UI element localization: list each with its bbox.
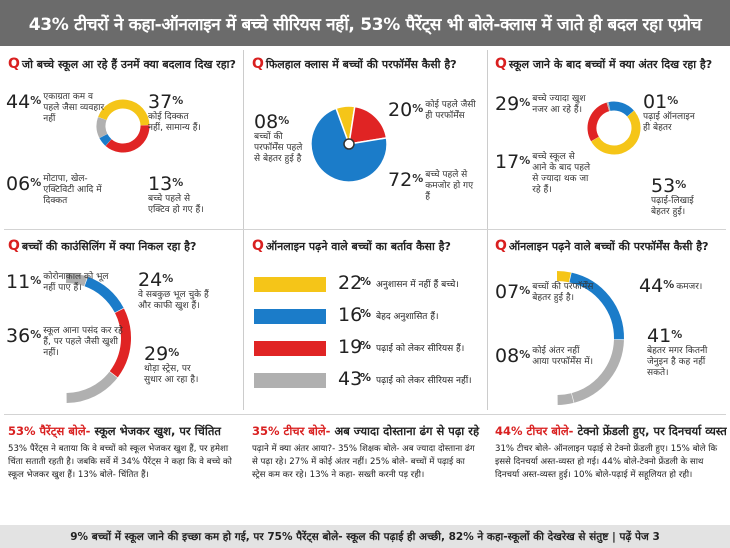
pie-center xyxy=(343,138,355,150)
ring-segment xyxy=(571,339,624,403)
stat-item: 20% कोई पहले जैसी ही परफॉर्मेंस xyxy=(388,99,476,121)
pie-slice xyxy=(348,105,388,145)
stat-item: 08% बच्चों की परफॉर्मेंस पहले से बेहतर हु… xyxy=(254,111,303,164)
ring-segment xyxy=(66,273,88,287)
stat-item: 08% कोई अंतर नहीं आया परफॉर्मेंस में। xyxy=(495,345,594,367)
legend-swatch xyxy=(254,277,326,292)
ring-segment xyxy=(557,393,574,405)
pie-chart xyxy=(310,105,388,183)
donut-chart xyxy=(587,101,641,155)
donut-chart xyxy=(557,271,624,405)
question: Q जो बच्चे स्कूल आ रहे हैं उनमें क्या बदल… xyxy=(8,56,236,72)
stat-item: 37%कोई दिक्कत नहीं, सामान्य हैं। xyxy=(148,91,201,133)
stat-item: 44% एकाग्रता कम व पहले जैसा व्यवहार नहीं xyxy=(6,91,105,124)
stat-item: 29% बच्चे ज्यादा खुश नजर आ रहे हैं। xyxy=(495,93,586,115)
ring-segment xyxy=(591,110,641,155)
stat-item: 41% बेहतर मगर कितनी जेनुइन है कह नहीं सकत… xyxy=(647,325,708,378)
ring-segment xyxy=(109,308,131,378)
stat-item: 36% स्कूल आना पसंद कर रहे हैं, पर पहले जै… xyxy=(6,325,123,358)
panel-school-change: Q जो बच्चे स्कूल आ रहे हैं उनमें क्या बदल… xyxy=(4,52,242,230)
ring-segment xyxy=(569,272,624,340)
ring-segment xyxy=(587,102,610,142)
stat-item: 17% बच्चे स्कूल से आने के बाद पहले से ज्य… xyxy=(495,151,591,195)
question: Q स्कूल जाने के बाद बच्चों में क्या अंतर … xyxy=(495,56,713,72)
panel-online-behaviour: Q ऑनलाइन पढ़ने वाले बच्चों का बर्ताव कैसा… xyxy=(248,234,486,412)
ring-segment xyxy=(608,101,634,117)
story-heading: 53% पैरेंट्स बोले- स्कूल भेजकर खुश, पर च… xyxy=(8,424,221,438)
stat-item: 24%वे सबकुछ भूल चुके हैं और काफी खुश हैं… xyxy=(138,269,209,311)
stat-item: 06% मोटापा, खेल-एक्टिविटी आदि में दिक्कत xyxy=(6,173,102,206)
panel-online-performance: Q ऑनलाइन पढ़ने वाले बच्चों की परफॉर्मेंस … xyxy=(491,234,729,412)
divider xyxy=(4,414,726,415)
question: Q ऑनलाइन पढ़ने वाले बच्चों की परफॉर्मेंस … xyxy=(495,238,709,254)
panel-class-performance: Q फिलहाल क्लास में बच्चों की परफॉर्मेंस क… xyxy=(248,52,486,230)
story-body: 31% टीचर बोले- ऑनलाइन पढ़ाई से टेक्नो फ्… xyxy=(495,444,718,480)
question: Q फिलहाल क्लास में बच्चों की परफॉर्मेंस क… xyxy=(252,56,457,72)
question: Q ऑनलाइन पढ़ने वाले बच्चों का बर्ताव कैसा… xyxy=(252,238,451,254)
parents-story: 53% पैरेंट्स बोले- स्कूल भेजकर खुश, पर च… xyxy=(4,420,240,520)
story-body: 53% पैरेंट्स ने बताया कि वे बच्चों को स्… xyxy=(8,444,232,480)
legend-swatch xyxy=(254,341,326,356)
story-body: पढ़ाने में क्या अंतर आया?- 35% शिक्षक बो… xyxy=(252,444,475,480)
legend-row: 43% पढ़ाई को लेकर सीरियस नहीं। xyxy=(254,368,482,394)
panel-counselling: Q बच्चों की काउंसिलिंग में क्या निकल रहा … xyxy=(4,234,242,412)
story-heading: 44% टीचर बोले- टेक्नो फ्रेंडली हुए, पर द… xyxy=(495,424,727,438)
teachers-friendly-story: 35% टीचर बोले- अब ज्यादा दोस्ताना ढंग से… xyxy=(248,420,484,520)
teachers-techno-story: 44% टीचर बोले- टेक्नो फ्रेंडली हुए, पर द… xyxy=(491,420,727,520)
story-heading: 35% टीचर बोले- अब ज्यादा दोस्ताना ढंग से… xyxy=(252,424,480,438)
stat-item: 72% बच्चे पहले से कमजोर हो गए हैं xyxy=(388,169,474,202)
ring-segment xyxy=(84,276,124,313)
legend-row: 22% अनुशासन में नहीं हैं बच्चे। xyxy=(254,272,482,298)
ring-segment xyxy=(99,133,112,146)
ring-segment xyxy=(98,99,150,126)
donut-chart xyxy=(96,99,150,153)
stat-item: 44% कमजर। xyxy=(639,275,703,297)
stat-item: 13%बच्चे पहले से एक्टिव हो गए हैं। xyxy=(148,173,204,215)
divider xyxy=(243,50,244,410)
stat-item: 29%थोड़ा स्ट्रेस, पर सुधार आ रहा है। xyxy=(144,343,199,385)
ring-segment xyxy=(105,125,150,153)
legend-row: 16% बेहद अनुशासित हैं। xyxy=(254,304,482,330)
divider xyxy=(487,50,488,410)
panel-after-school: Q स्कूल जाने के बाद बच्चों में क्या अंतर … xyxy=(491,52,729,230)
legend-swatch xyxy=(254,309,326,324)
legend-row: 19% पढ़ाई को लेकर सीरियस हैं। xyxy=(254,336,482,362)
ring-segment xyxy=(96,117,108,138)
footer-strip[interactable]: 9% बच्चों में स्कूल जाने की इच्छा कम हो … xyxy=(0,525,730,548)
stat-item: 07% बच्चों की परफॉर्मेंस बेहतर हुई है। xyxy=(495,281,594,303)
headline: 43% टीचरों ने कहा-ऑनलाइन में बच्चे सीरिय… xyxy=(0,0,730,46)
divider xyxy=(4,229,726,230)
ring-segment xyxy=(557,271,571,283)
stat-item: 11% कोरोनाकाल को भूल नहीं पाए हैं। xyxy=(6,271,109,293)
ring-segment xyxy=(66,371,118,403)
donut-chart xyxy=(66,273,131,403)
question: Q बच्चों की काउंसिलिंग में क्या निकल रहा … xyxy=(8,238,197,254)
stat-item: 53%पढ़ाई-लिखाई बेहतर हुई। xyxy=(651,175,694,217)
legend-swatch xyxy=(254,373,326,388)
stat-item: 01%पढ़ाई ऑनलाइन ही बेहतर xyxy=(643,91,695,133)
